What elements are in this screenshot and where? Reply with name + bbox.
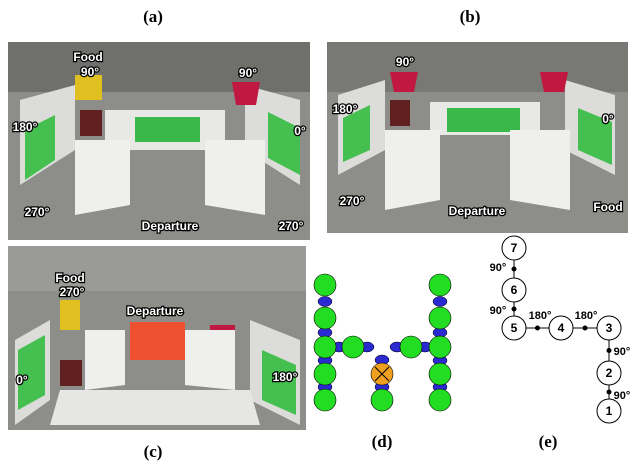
photo-annotation: Departure [142,219,199,233]
edge-dot [583,326,588,331]
cell [429,363,451,385]
panel-label: (e) [539,432,558,451]
node-label: 2 [606,366,613,380]
photo-annotation: Departure [449,204,506,218]
photo-c [8,246,306,430]
edge-dot [535,326,540,331]
edge-label: 90° [490,262,507,274]
edge-label: 90° [490,305,507,317]
cell [314,363,336,385]
photo-annotation: 270° [25,205,50,219]
panel-label: (a) [143,7,163,26]
photo-annotation: 270° [60,285,85,299]
panel-label: (b) [460,7,481,26]
edge-label: 90° [614,346,631,358]
edge-label: 180° [575,310,598,322]
edge-dot [512,267,517,272]
cell [314,389,336,411]
cell [342,336,364,358]
node-label: 5 [511,321,518,335]
photo-annotation: 90° [81,65,99,79]
cell [314,307,336,329]
photo-annotation: 270° [340,194,365,208]
photo-annotation: Departure [127,304,184,318]
cell [371,389,393,411]
edge-dot [607,348,612,353]
photo-annotation: 180° [273,370,298,384]
edge-label: 90° [614,390,631,402]
cell [429,389,451,411]
photo-annotation: 0° [294,124,306,138]
cell [314,336,336,358]
connector [318,297,332,307]
photo-annotation: 180° [13,120,38,134]
cell [429,336,451,358]
photo-annotation: Food [55,271,84,285]
edge-label: 180° [529,310,552,322]
edge-dot [607,390,612,395]
cell [314,274,336,296]
photo-annotation: Food [73,50,102,64]
maze-graph: 90° 90° 180° 180° 90° 90° 7 6 5 4 3 2 1 [490,236,631,423]
photo-annotation: 0° [16,373,28,387]
node-label: 3 [606,321,613,335]
cell [429,274,451,296]
maze-grid [314,274,451,411]
photo-annotation: 0° [602,112,614,126]
node-label: 7 [511,241,518,255]
photo-annotation: 90° [396,55,414,69]
photo-a [8,42,310,240]
node-label: 6 [511,283,518,297]
photo-annotation: 270° [279,219,304,233]
node-label: 1 [606,404,613,418]
edge-dot [512,307,517,312]
cell [429,307,451,329]
photo-annotation: Food [593,200,622,214]
cell [400,336,422,358]
panel-label: (d) [372,432,393,451]
connector [433,297,447,307]
photo-annotation: 90° [239,66,257,80]
panel-label: (c) [144,442,163,461]
node-label: 4 [558,321,565,335]
figure: 90° 90° 180° 180° 90° 90° 7 6 5 4 3 2 1 (a) (b) (c) (d)… [0,0,634,466]
photo-annotation: 180° [333,102,358,116]
